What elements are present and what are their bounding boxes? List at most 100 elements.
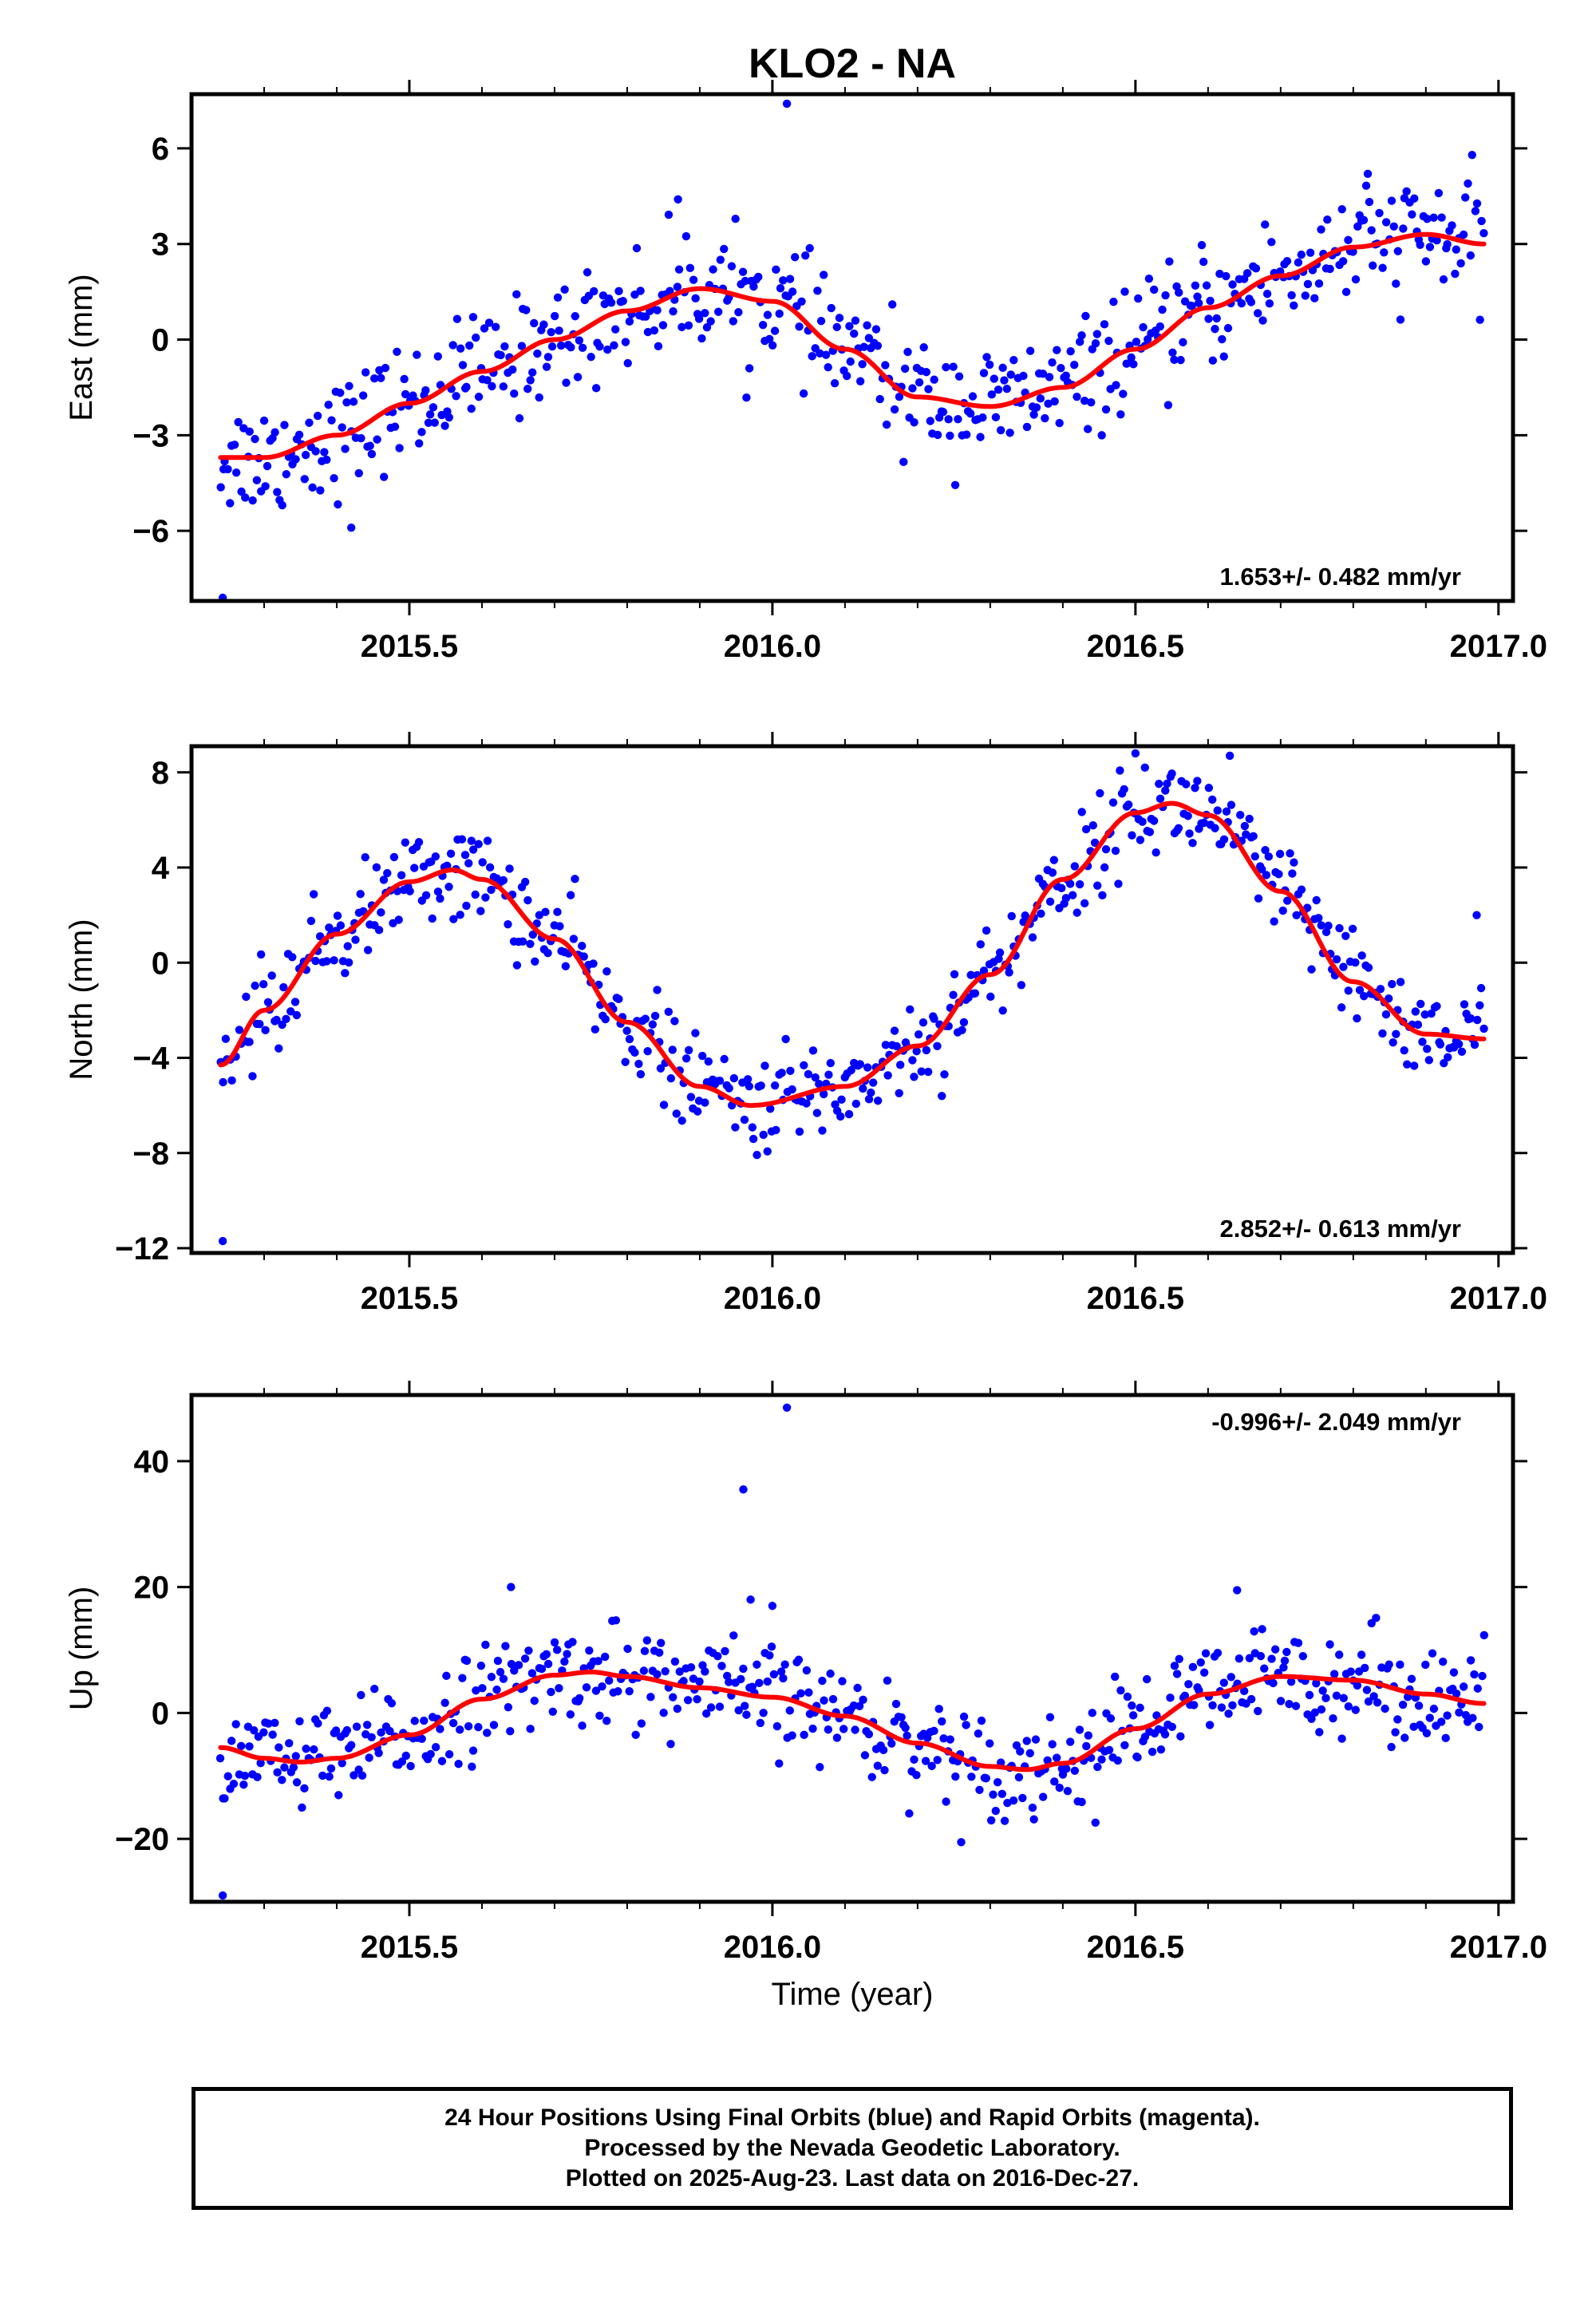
data-point	[818, 1676, 827, 1686]
data-point	[824, 363, 832, 372]
data-point	[234, 417, 243, 427]
data-point	[1057, 364, 1065, 373]
data-point	[342, 398, 351, 407]
data-point	[280, 1763, 289, 1772]
data-point	[1409, 1722, 1418, 1731]
data-point	[1251, 264, 1261, 273]
data-point	[659, 1709, 668, 1717]
y-tick-label: 0	[152, 946, 169, 981]
data-point	[1310, 294, 1319, 302]
data-point	[853, 1683, 862, 1693]
data-point	[510, 1666, 519, 1675]
data-point	[1344, 1702, 1353, 1711]
data-point	[1341, 931, 1350, 940]
data-point	[994, 385, 1003, 394]
data-point	[614, 994, 623, 1004]
data-point	[1387, 1742, 1396, 1752]
data-point	[363, 946, 373, 954]
data-point	[1140, 763, 1149, 773]
data-point	[1398, 1700, 1408, 1709]
data-point	[1224, 1709, 1233, 1718]
data-point	[873, 1761, 882, 1770]
data-point	[248, 1072, 257, 1081]
data-point	[933, 1041, 942, 1050]
data-point	[571, 875, 579, 883]
data-point	[1218, 334, 1227, 344]
data-point	[357, 1690, 365, 1700]
data-point	[1191, 784, 1199, 792]
data-point	[614, 287, 623, 296]
data-point	[897, 1713, 906, 1721]
data-point	[454, 1759, 463, 1769]
data-point	[1337, 1003, 1346, 1012]
data-point	[873, 342, 883, 350]
data-point	[1323, 215, 1332, 224]
data-point	[959, 1712, 969, 1721]
data-point	[1038, 370, 1048, 378]
data-point	[1156, 794, 1165, 804]
data-point	[478, 1684, 487, 1693]
data-point	[1283, 896, 1292, 905]
data-point	[802, 1666, 812, 1675]
data-point	[1005, 968, 1013, 977]
x-tick-label: 2015.5	[361, 1281, 458, 1316]
data-point	[1237, 298, 1246, 308]
data-point	[550, 311, 559, 321]
data-point	[400, 374, 409, 384]
data-point	[1219, 1678, 1228, 1687]
data-point	[1477, 216, 1486, 226]
data-point	[512, 961, 522, 970]
data-point	[267, 971, 276, 980]
outlier-point	[218, 1236, 227, 1246]
data-point	[1184, 1680, 1193, 1689]
data-point	[1473, 1015, 1482, 1025]
data-point	[1246, 1694, 1256, 1704]
data-point	[1339, 1694, 1348, 1702]
data-point	[655, 1648, 664, 1658]
data-point	[372, 863, 381, 872]
data-point	[520, 877, 530, 887]
data-point	[851, 316, 860, 325]
data-point	[1303, 279, 1313, 289]
data-point	[1286, 849, 1294, 858]
data-point	[658, 321, 668, 330]
data-point	[478, 858, 487, 867]
data-point	[1188, 1662, 1198, 1672]
data-point	[850, 329, 859, 338]
data-point	[491, 322, 500, 331]
data-point	[962, 430, 971, 439]
data-point	[465, 341, 474, 350]
data-point	[236, 1741, 246, 1751]
data-point	[681, 231, 691, 241]
data-point	[942, 1797, 950, 1806]
data-point	[944, 415, 953, 424]
data-point	[1050, 1777, 1059, 1786]
data-point	[325, 923, 334, 932]
data-point	[1338, 257, 1348, 266]
data-point	[826, 1058, 835, 1068]
data-point	[1073, 908, 1081, 917]
data-point	[1423, 1045, 1432, 1053]
data-point	[251, 434, 259, 444]
data-point	[462, 382, 471, 392]
data-point	[664, 1007, 673, 1017]
data-point	[824, 1725, 833, 1734]
data-point	[555, 1684, 563, 1693]
data-point	[405, 887, 414, 895]
x-tick-label: 2015.5	[361, 629, 458, 664]
data-point	[294, 430, 304, 440]
data-point	[632, 243, 642, 253]
data-point	[338, 423, 346, 432]
data-point	[1222, 807, 1231, 816]
data-point	[1329, 1670, 1339, 1678]
data-point	[1104, 1745, 1114, 1754]
data-point	[510, 389, 519, 398]
data-point	[488, 381, 496, 391]
data-point	[1028, 1803, 1037, 1812]
data-point	[560, 285, 569, 294]
data-point	[1365, 197, 1374, 207]
data-point	[1444, 1053, 1452, 1061]
data-point	[1119, 389, 1128, 398]
data-point	[278, 500, 286, 510]
y-tick-label: 3	[152, 227, 169, 263]
